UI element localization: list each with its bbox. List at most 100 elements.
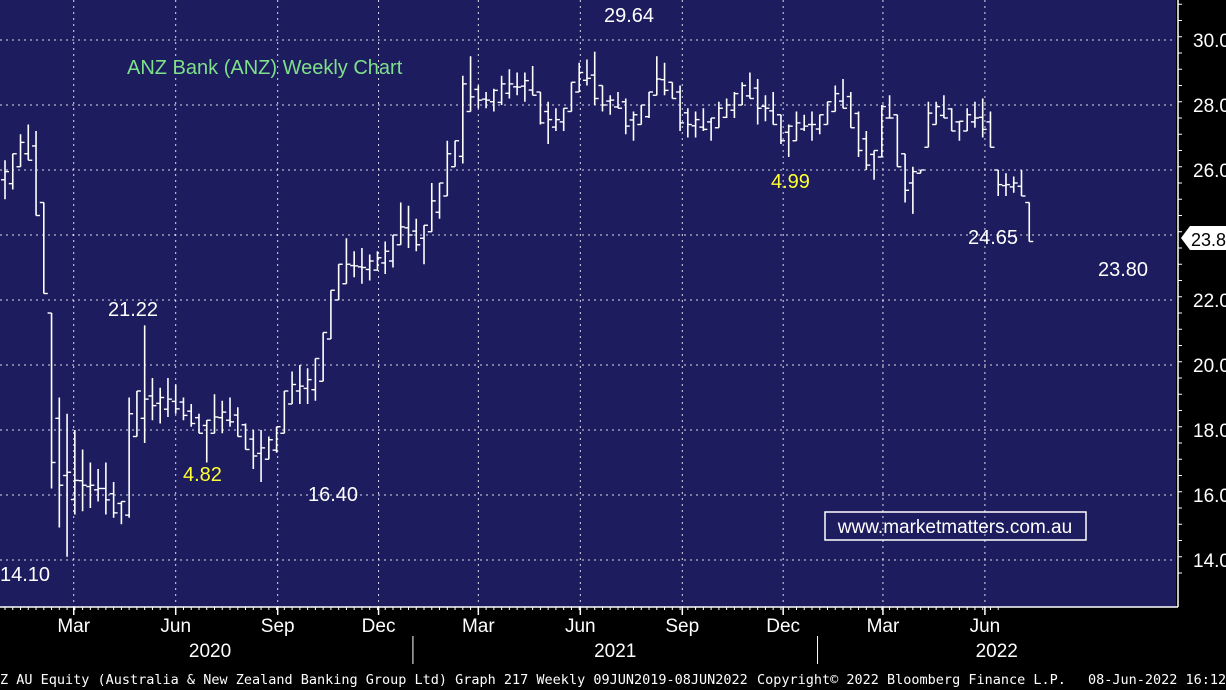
- ohlc-bar: [63, 413, 72, 557]
- y-tick-label: 30.0: [1193, 31, 1226, 52]
- ohlc-bar: [257, 430, 266, 482]
- ohlc-bar: [691, 111, 700, 138]
- ohlc-bar: [823, 101, 832, 126]
- ohlc-bar: [652, 56, 661, 96]
- ohlc-bar: [582, 59, 591, 86]
- ohlc-bars: [1, 51, 1034, 557]
- ohlc-bar: [505, 69, 514, 99]
- ohlc-bar: [683, 108, 692, 138]
- ohlc-bar: [288, 371, 297, 405]
- ohlc-bar: [776, 114, 785, 144]
- footer-description: Z AU Equity (Australia & New Zealand Ban…: [0, 672, 748, 688]
- y-tick-label: 26.0: [1193, 161, 1226, 182]
- ohlc-bar: [249, 430, 258, 469]
- ohlc-bar: [179, 397, 188, 421]
- ohlc-bar: [544, 101, 553, 144]
- x-month-label: Sep: [261, 616, 295, 637]
- y-tick-label: 18.0: [1193, 421, 1226, 442]
- ohlc-bar: [171, 384, 180, 414]
- website-link[interactable]: www.marketmatters.com.au: [837, 517, 1072, 538]
- ohlc-bar: [730, 92, 739, 118]
- ohlc-bar: [334, 263, 343, 301]
- ohlc-bar: [489, 88, 498, 112]
- ohlc-bar: [342, 238, 351, 285]
- annotation-label: 4.99: [771, 171, 810, 193]
- ohlc-bar: [606, 95, 615, 115]
- ohlc-bar: [963, 108, 972, 132]
- ohlc-bar: [862, 131, 871, 170]
- ohlc-bar: [101, 462, 110, 515]
- ohlc-bar: [707, 117, 716, 141]
- ohlc-bar: [272, 426, 281, 453]
- ohlc-bar: [792, 111, 801, 142]
- y-axis-background: [1176, 0, 1226, 690]
- ohlc-bar: [70, 430, 79, 515]
- ohlc-bar: [420, 224, 429, 265]
- ohlc-bar: [520, 72, 529, 102]
- x-month-label: Mar: [867, 616, 900, 637]
- ohlc-bar: [893, 114, 902, 168]
- x-month-label: Jun: [970, 616, 1001, 637]
- ohlc-bar: [668, 81, 677, 100]
- ohlc-bar: [47, 312, 56, 489]
- ohlc-bar: [784, 124, 793, 157]
- ohlc-bar: [1, 160, 9, 200]
- ohlc-bar: [513, 72, 522, 96]
- y-tick-label: 22.0: [1193, 291, 1226, 312]
- grid-lines: [0, 0, 1176, 607]
- last-price-tag: 23.8: [1181, 226, 1226, 250]
- ohlc-bar: [458, 75, 467, 164]
- ohlc-bar: [846, 92, 855, 129]
- ohlc-bar: [202, 419, 211, 463]
- ohlc-bar: [187, 404, 196, 427]
- ohlc-bar: [916, 169, 925, 174]
- ohlc-bar: [714, 101, 723, 129]
- ohlc-bar: [955, 120, 964, 141]
- ohlc-bar: [117, 500, 126, 525]
- last-price-value: 23.8: [1191, 230, 1226, 250]
- annotation-label: 14.10: [0, 564, 50, 586]
- annotation-label: 24.65: [968, 227, 1018, 249]
- footer-copyright: Copyright© 2022 Bloomberg Finance L.P.: [757, 672, 1066, 688]
- ohlc-bar: [55, 397, 64, 528]
- ohlc-bar: [132, 390, 141, 438]
- ohlc-bar: [536, 91, 545, 125]
- ohlc-bar: [474, 85, 483, 109]
- ohlc-bar: [443, 140, 452, 197]
- ohlc-bar: [854, 111, 863, 157]
- ohlc-bar: [947, 108, 956, 132]
- ohlc-bar: [451, 140, 460, 168]
- ohlc-bar: [676, 85, 685, 131]
- y-tick-label: 20.0: [1193, 356, 1226, 377]
- ohlc-bar: [303, 368, 312, 404]
- ohlc-bar: [497, 75, 506, 105]
- ohlc-bar: [978, 98, 987, 138]
- ohlc-bar: [125, 397, 134, 518]
- ohlc-bar: [311, 357, 320, 401]
- y-tick-label: 16.0: [1193, 486, 1226, 507]
- ohlc-bar: [614, 92, 623, 109]
- ohlc-bar: [396, 202, 405, 246]
- ohlc-bar: [815, 114, 824, 135]
- annotation-label: 16.40: [308, 484, 358, 506]
- ohlc-bar: [427, 183, 436, 233]
- ohlc-bar: [39, 201, 48, 295]
- ohlc-bar: [86, 462, 95, 508]
- ohlc-bar: [575, 62, 584, 93]
- plot-background: [0, 0, 1176, 607]
- ohlc-bar: [870, 149, 879, 180]
- chart-title: ANZ Bank (ANZ) Weekly Chart: [127, 57, 403, 79]
- x-month-label: Dec: [766, 616, 800, 637]
- ohlc-bar: [8, 153, 17, 190]
- website-box[interactable]: www.marketmatters.com.au: [824, 511, 1087, 541]
- ohlc-bar: [264, 436, 273, 460]
- x-month-label: Jun: [160, 616, 191, 637]
- ohlc-bar: [482, 92, 491, 109]
- ohlc-bar: [381, 241, 390, 274]
- ohlc-bar: [435, 182, 444, 219]
- ohlc-bar: [140, 325, 149, 443]
- ohlc-bar: [559, 107, 568, 131]
- ohlc-bar: [350, 251, 359, 278]
- ohlc-bar: [156, 387, 165, 424]
